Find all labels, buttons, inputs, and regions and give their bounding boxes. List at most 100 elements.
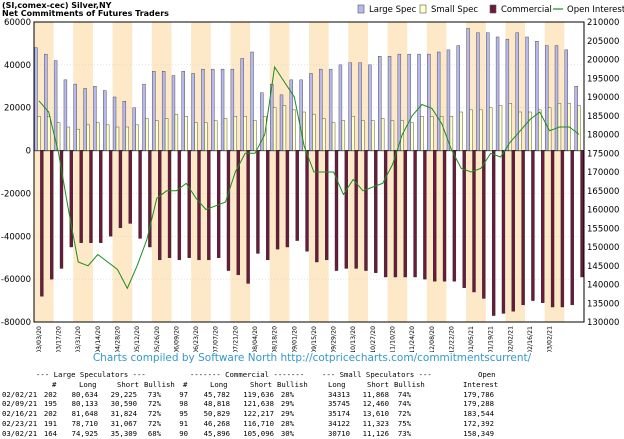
- right-tick-label: 210000: [587, 18, 619, 28]
- bar-large-spec: [348, 62, 352, 151]
- bar-small-spec: [410, 122, 414, 151]
- bar-commercial: [374, 150, 378, 273]
- x-tick-label: 09/01/20: [291, 326, 298, 352]
- cell-date: 02/09/21: [2, 399, 38, 409]
- bar-commercial: [325, 150, 329, 261]
- bar-small-spec: [420, 116, 424, 151]
- chart-title-line1: (SI,comex-cec) Silver,NY: [2, 1, 112, 10]
- cell-c-bull: 28%: [280, 389, 294, 399]
- left-tick-label: -20000: [1, 189, 31, 199]
- cell-c-n: 91: [179, 418, 188, 428]
- cell-ls-short: 31,824: [110, 409, 137, 419]
- table-row: 03/02/21 164 74,925 35,309 68% 90 45,896 105,09…: [0, 429, 624, 439]
- bar-large-spec: [279, 94, 284, 151]
- legend: Large Spec Small Spec Commercial Open Inter…: [357, 4, 624, 15]
- bar-small-spec: [56, 122, 61, 151]
- bar-small-spec: [135, 124, 139, 151]
- bar-commercial: [99, 150, 103, 243]
- bar-large-spec: [161, 71, 166, 151]
- cell-ls-short: 31,067: [110, 418, 137, 428]
- legend-item-2: Commercial: [489, 4, 552, 15]
- right-tick-label: 170000: [587, 168, 619, 178]
- table-body: 02/02/21 202 80,634 29,225 73% 97 45,782 119,63…: [0, 390, 624, 439]
- bar-small-spec: [86, 124, 90, 151]
- x-tick-label: 09/15/20: [311, 326, 318, 352]
- bar-commercial: [177, 150, 182, 261]
- bar-commercial: [442, 150, 447, 282]
- bar-commercial: [246, 150, 250, 284]
- bar-large-spec: [564, 49, 568, 151]
- col-ss-short: Short: [367, 379, 389, 389]
- bar-small-spec: [37, 116, 41, 151]
- bar-small-spec: [430, 116, 434, 151]
- bar-small-spec: [253, 120, 257, 151]
- bar-large-spec: [328, 68, 333, 151]
- cell-c-short: 119,636: [243, 389, 274, 399]
- x-tick-label: 07/21/20: [232, 326, 239, 352]
- col-ls-long: Long: [79, 379, 97, 389]
- cell-ls-n: 191: [43, 418, 57, 428]
- cell-ls-n: 202: [43, 389, 57, 399]
- bar-commercial: [462, 150, 466, 288]
- bar-large-spec: [476, 32, 480, 151]
- group-small-spec: --- Small Speculators ---: [322, 370, 432, 379]
- bar-commercial: [158, 150, 162, 261]
- cell-c-n: 90: [179, 428, 188, 438]
- cell-oi: 183,544: [463, 409, 494, 419]
- bar-commercial: [256, 150, 260, 254]
- bar-large-spec: [397, 53, 402, 151]
- bar-commercial: [452, 150, 457, 282]
- bar-small-spec: [577, 105, 581, 151]
- bar-large-spec: [53, 60, 58, 151]
- table-row: 02/09/21 195 80,133 30,590 72% 98 48,818 121,63…: [0, 399, 624, 409]
- bar-small-spec: [390, 120, 395, 151]
- cell-c-n: 98: [179, 399, 188, 409]
- x-tick-label: 06/09/20: [173, 326, 180, 352]
- bar-large-spec: [525, 36, 529, 151]
- bar-large-spec: [338, 64, 343, 151]
- left-axis: 60000 40000 20000 0 -20000 -40000 -60000 -80000: [1, 18, 31, 328]
- bar-large-spec: [240, 58, 244, 151]
- bar-commercial: [108, 150, 113, 237]
- cell-date: 02/23/21: [2, 418, 38, 428]
- col-ss-long: Long: [328, 379, 346, 389]
- bar-large-spec: [220, 68, 225, 151]
- stripe: [191, 22, 211, 322]
- bar-small-spec: [341, 120, 346, 151]
- bar-small-spec: [302, 111, 306, 151]
- cell-ls-short: 30,590: [110, 399, 137, 409]
- bar-large-spec: [515, 32, 519, 151]
- stripe: [505, 22, 526, 322]
- col-c-bull: Bullish: [277, 379, 308, 389]
- stripe: [544, 22, 565, 322]
- bar-commercial: [226, 150, 231, 271]
- right-tick-label: 200000: [587, 56, 619, 66]
- cell-oi: 179,786: [463, 389, 494, 399]
- left-tick-label: -60000: [1, 275, 31, 285]
- legend-label: Large Spec: [369, 5, 417, 15]
- x-tick-label: 02/16/21: [527, 326, 534, 352]
- x-tick-label: 08/04/20: [252, 326, 259, 352]
- bar-small-spec: [469, 109, 473, 151]
- stripe: [269, 22, 290, 322]
- stripe: [151, 22, 172, 322]
- bar-commercial: [138, 150, 142, 239]
- legend-swatch: [419, 4, 427, 14]
- cell-ls-n: 202: [43, 409, 57, 419]
- bar-commercial: [197, 150, 201, 261]
- col-c-short: Short: [250, 379, 272, 389]
- bar-commercial: [511, 150, 515, 312]
- x-tick-label: 07/07/20: [213, 326, 220, 352]
- legend-item-0: Large Spec: [357, 4, 417, 15]
- bar-commercial: [295, 150, 299, 241]
- bar-small-spec: [292, 109, 296, 151]
- cell-ss-long: 35745: [328, 399, 350, 409]
- legend-swatch: [357, 4, 365, 14]
- bar-large-spec: [456, 45, 460, 151]
- bar-small-spec: [155, 120, 159, 151]
- bar-large-spec: [201, 68, 205, 151]
- bar-large-spec: [211, 68, 215, 151]
- open-interest-line: [38, 65, 580, 290]
- stripe: [466, 22, 486, 322]
- bar-commercial: [266, 150, 270, 261]
